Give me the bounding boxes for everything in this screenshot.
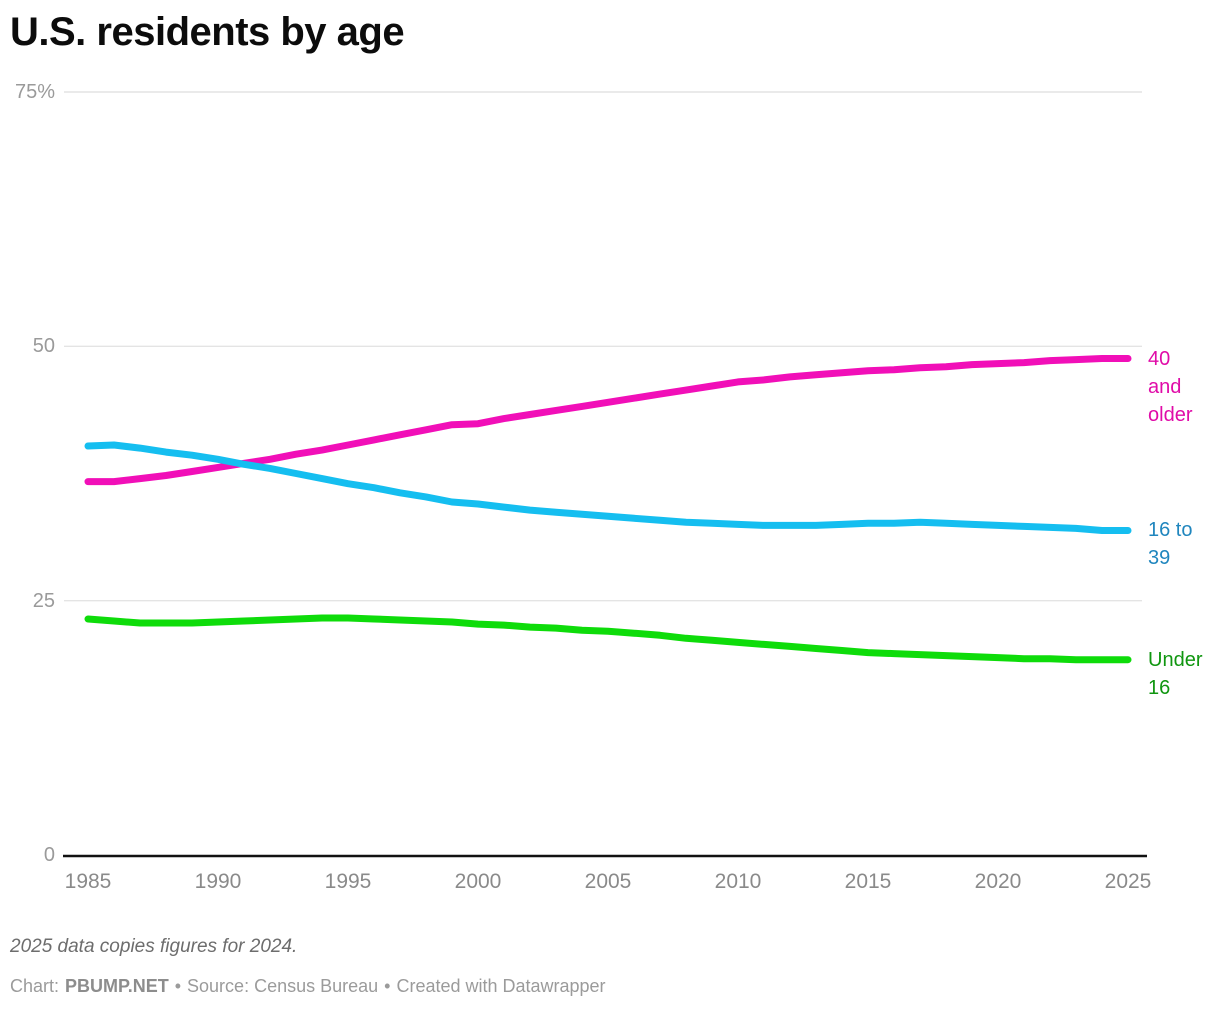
x-axis-tick-label: 1990: [194, 870, 242, 893]
series-label-16-to-39: 16 to 39: [1148, 516, 1220, 572]
attribution-source: Source: Census Bureau: [187, 976, 379, 996]
y-axis-tick-label: 0: [43, 844, 55, 866]
x-axis-tick-label: 1995: [324, 870, 372, 893]
x-axis-tick-label: 2020: [974, 870, 1022, 893]
series-label-line: Under: [1148, 648, 1203, 671]
attribution-created-with: Created with Datawrapper: [396, 976, 606, 996]
series-line-16-to-39: [84, 441, 1132, 534]
series-label-40-and-older: 40 and older: [1148, 345, 1220, 429]
chart-title: U.S. residents by age: [10, 10, 405, 54]
x-axis-tick-label: 2000: [454, 870, 502, 893]
attribution-chart-label: Chart:: [10, 976, 60, 996]
x-axis-tick-label: 2010: [714, 870, 762, 893]
series-label-line: 40: [1148, 347, 1171, 370]
x-axis-tick-label: 2015: [844, 870, 892, 893]
series-line-40-and-older: [84, 355, 1132, 486]
x-axis-tick-label: 2005: [584, 870, 632, 893]
y-axis-tick-label: 25: [32, 589, 55, 612]
attribution-line: Chart: PBUMP.NET • Source: Census Bureau…: [10, 976, 606, 997]
series-line-under-16: [84, 614, 1132, 664]
x-axis-tick-label: 1985: [64, 870, 112, 893]
y-axis-tick-label: 50: [32, 335, 55, 358]
attribution-separator: •: [384, 976, 391, 996]
series-label-line: older: [1148, 403, 1193, 426]
series-label-line: 39: [1148, 547, 1171, 570]
attribution-separator: •: [174, 976, 182, 996]
chart-footnote: 2025 data copies figures for 2024.: [10, 936, 298, 957]
x-axis-tick-label: 2025: [1104, 870, 1152, 893]
series-label-line: 16 to: [1148, 519, 1193, 542]
series-label-line: and: [1148, 375, 1182, 398]
series-label-under-16: Under 16: [1148, 646, 1220, 702]
attribution-chart-credit: PBUMP.NET: [65, 976, 169, 996]
series-label-line: 16: [1148, 676, 1171, 699]
y-axis-tick-label: 75%: [14, 81, 55, 103]
y-axis: 75% 50 25 0: [0, 0, 55, 1010]
